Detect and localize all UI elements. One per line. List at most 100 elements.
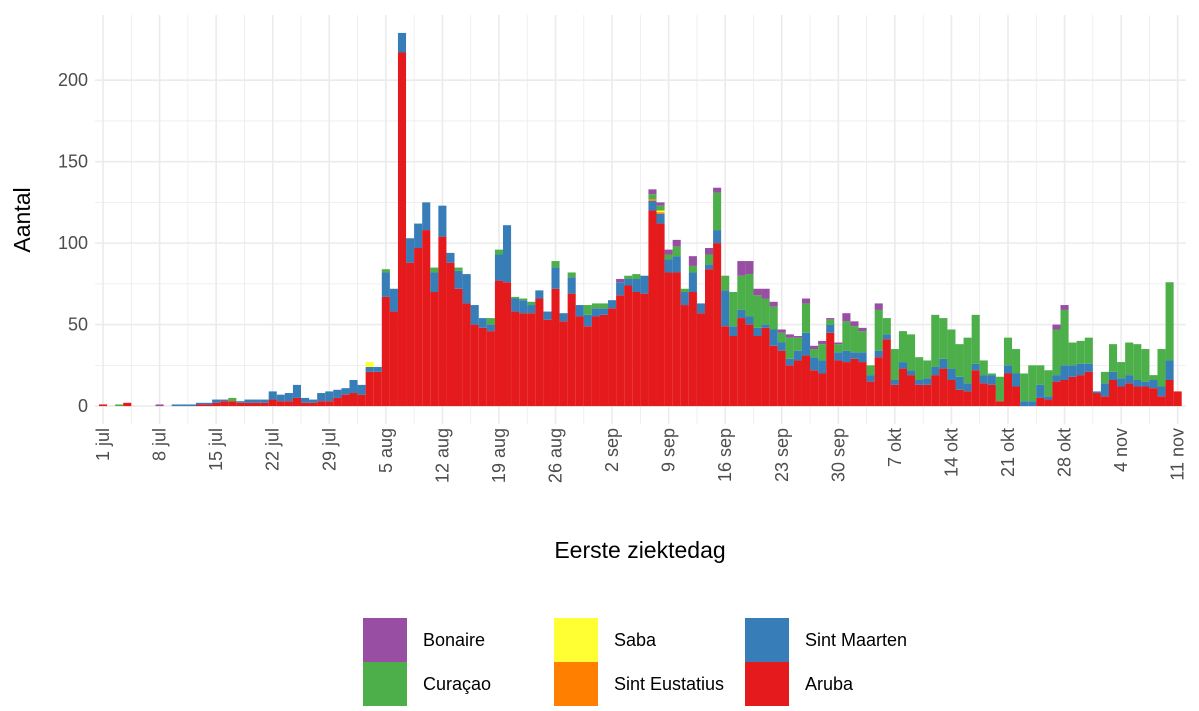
bar-segment: [874, 303, 883, 310]
bar-segment: [292, 384, 301, 398]
bar-segment: [955, 376, 964, 390]
bar-segment: [971, 314, 980, 364]
bar-segment: [826, 319, 835, 325]
bar-segment: [1109, 380, 1118, 407]
bar-segment: [212, 402, 221, 407]
x-tick-label: 12 aug: [432, 428, 452, 483]
bar-segment: [987, 384, 996, 407]
bar-segment: [462, 274, 471, 304]
bar-segment: [672, 246, 681, 257]
bar-segment: [406, 262, 415, 407]
bar-segment: [656, 213, 665, 224]
bar-segment: [527, 313, 536, 407]
bar-segment: [236, 402, 245, 407]
bar-segment: [260, 399, 269, 403]
bar-segment: [761, 298, 770, 325]
y-axis-title: Aantal: [9, 187, 35, 252]
legend-swatch: [745, 662, 789, 706]
bar-segment: [648, 200, 657, 211]
legend-swatch: [363, 618, 407, 662]
bar-segment: [511, 296, 520, 299]
bar-segment: [648, 189, 657, 195]
bar-segment: [882, 339, 891, 407]
bar-segment: [195, 402, 205, 405]
bar-segment: [874, 357, 883, 407]
bar-segment: [438, 236, 447, 407]
bar-segment: [317, 401, 326, 407]
bar-segment: [397, 32, 407, 53]
y-tick-label: 150: [58, 152, 88, 172]
bar-segment: [777, 350, 786, 407]
bar-segment: [454, 288, 463, 407]
bar-segment: [486, 331, 495, 407]
bar-segment: [688, 292, 697, 407]
bar-segment: [567, 277, 576, 294]
bars: [99, 32, 1182, 407]
legend-label: Sint Eustatius: [614, 674, 724, 694]
bar-segment: [793, 360, 802, 407]
bar-segment: [397, 52, 407, 407]
bar-segment: [713, 230, 722, 244]
bar-segment: [963, 391, 972, 407]
bar-segment: [818, 360, 827, 374]
bar-segment: [1125, 383, 1134, 407]
bar-segment: [632, 274, 641, 279]
bar-segment: [874, 350, 883, 358]
bar-segment: [301, 402, 310, 407]
bar-segment: [624, 275, 633, 279]
bar-segment: [608, 308, 617, 407]
bar-segment: [430, 272, 439, 293]
bar-segment: [430, 292, 439, 407]
bar-segment: [212, 399, 221, 403]
bar-segment: [898, 368, 907, 407]
bar-segment: [866, 381, 875, 407]
bar-segment: [1141, 349, 1150, 382]
bar-segment: [430, 267, 439, 273]
bar-segment: [785, 337, 794, 359]
bar-segment: [785, 358, 794, 366]
bar-segment: [478, 318, 487, 328]
bar-segment: [648, 194, 657, 200]
bar-segment: [1157, 349, 1166, 387]
bar-segment: [737, 275, 746, 310]
bar-segment: [729, 326, 738, 337]
bar-segment: [204, 404, 213, 407]
bar-segment: [834, 360, 843, 407]
bar-segment: [494, 280, 503, 407]
bar-segment: [559, 321, 568, 407]
bar-segment: [519, 313, 528, 407]
bar-segment: [567, 293, 576, 407]
bar-segment: [276, 394, 285, 402]
bar-segment: [1036, 384, 1045, 398]
bar-segment: [575, 316, 584, 407]
bar-segment: [228, 401, 237, 407]
bar-segment: [591, 308, 600, 317]
bar-segment: [1141, 381, 1150, 387]
bar-segment: [624, 285, 633, 407]
y-tick-label: 50: [68, 315, 88, 335]
bar-segment: [284, 393, 293, 402]
bar-segment: [834, 342, 843, 345]
bar-segment: [858, 352, 867, 363]
y-tick-label: 200: [58, 70, 88, 90]
bar-segment: [810, 349, 819, 358]
bar-segment: [220, 399, 229, 402]
bar-segment: [705, 269, 714, 407]
bar-segment: [680, 305, 689, 407]
bar-segment: [519, 300, 528, 314]
bar-segment: [818, 344, 827, 361]
bar-segment: [882, 318, 891, 335]
bar-segment: [616, 282, 625, 296]
bar-segment: [179, 404, 188, 407]
bar-segment: [1012, 373, 1021, 387]
bar-segment: [907, 370, 916, 376]
bar-segment: [1141, 386, 1150, 407]
x-tick-label: 11 nov: [1168, 428, 1188, 481]
bar-segment: [874, 309, 883, 351]
x-tick-label: 8 jul: [150, 428, 170, 461]
bar-segment: [761, 324, 770, 328]
bar-segment: [325, 401, 334, 407]
bar-segment: [422, 230, 431, 407]
x-tick-label: 7 okt: [885, 428, 905, 467]
